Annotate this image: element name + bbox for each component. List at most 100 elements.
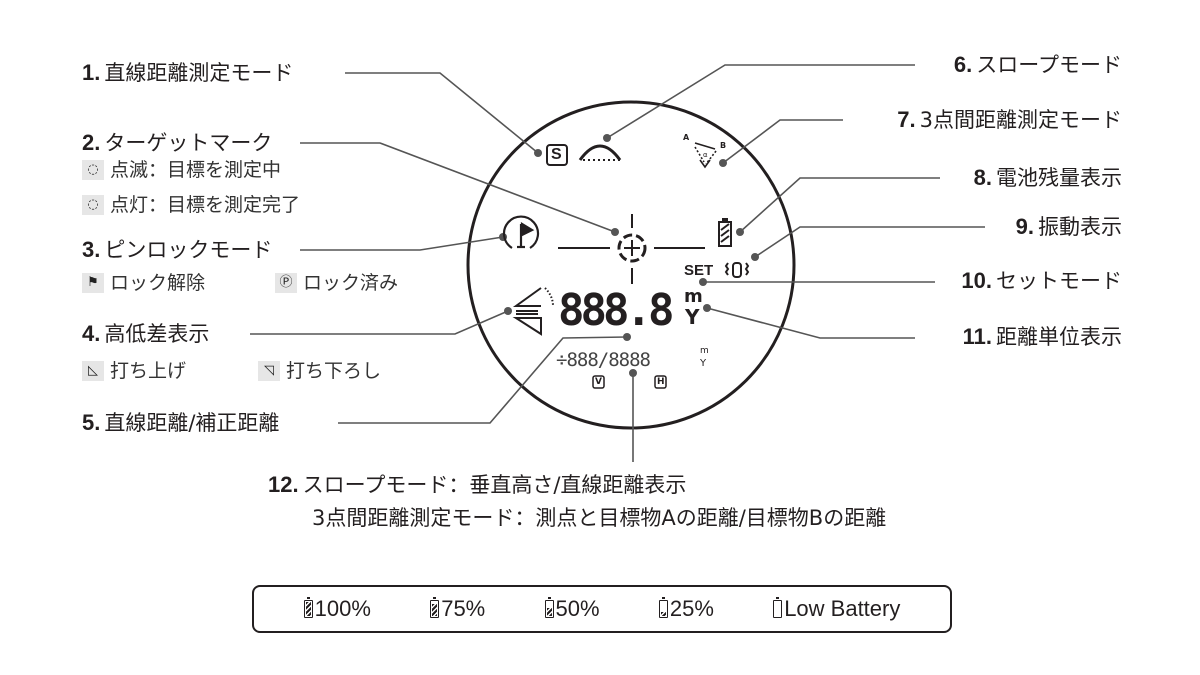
- leader-line-5: [338, 336, 628, 424]
- vibration-icon: [724, 262, 750, 278]
- flag-icon: ⚑: [82, 273, 104, 293]
- label-number: 4.: [82, 321, 101, 346]
- flag-circle-icon: Ⓟ: [275, 273, 297, 293]
- battery-text: 100%: [314, 596, 371, 621]
- leader-lines: [250, 64, 985, 462]
- battery-level-icon: [718, 218, 732, 247]
- battery-icon: [544, 597, 554, 618]
- sub-unit-y: Y: [700, 358, 707, 369]
- sub-text: ロック済み: [303, 271, 399, 294]
- unit-y: Y: [685, 305, 700, 329]
- leader-line-2: [300, 142, 616, 233]
- label-12-line2: 3点間距離測定モード：測点と目標物Aの距離/目標物Bの距離: [312, 506, 887, 530]
- display-circle: [466, 100, 796, 430]
- point-b: B: [720, 141, 727, 150]
- label-5: 5. 直線距離/補正距離: [82, 412, 279, 434]
- label-11: 11. 距離単位表示: [963, 326, 1122, 348]
- label-text: 電池残量表示: [996, 166, 1122, 190]
- battery-item-low: Low Battery: [773, 596, 900, 622]
- pin-lock-icon: [502, 215, 540, 249]
- h-box: [654, 375, 667, 389]
- s-mode-box: [546, 144, 568, 166]
- three-point-icon: [694, 142, 717, 169]
- target-steady-icon: ◌: [82, 195, 104, 215]
- leader-line-4: [250, 310, 509, 335]
- label-12: 12. スロープモード：垂直高さ/直線距離表示: [268, 474, 686, 496]
- alpha: α: [703, 151, 708, 159]
- label-text: ピンロックモード: [104, 238, 273, 262]
- label-text: スロープモード: [976, 53, 1122, 77]
- sub-uphill: ◺ 打ち上げ: [82, 361, 186, 381]
- leader-line-11: [706, 307, 915, 339]
- leader-line-6: [606, 64, 915, 139]
- label-8: 8. 電池残量表示: [974, 167, 1122, 189]
- battery-item-25: 25%: [658, 596, 714, 622]
- label-9: 9. 振動表示: [1016, 216, 1122, 238]
- label-text: スロープモード：垂直高さ/直線距離表示: [302, 473, 687, 497]
- slope-icon: [578, 144, 622, 161]
- leader-line-1: [345, 72, 539, 154]
- battery-text: 75%: [441, 596, 486, 621]
- sub-downhill: ◹ 打ち下ろし: [258, 361, 381, 381]
- label-number: 2.: [82, 130, 101, 155]
- label-number: 5.: [82, 410, 101, 435]
- label-number: 3.: [82, 237, 101, 262]
- sub-text: 点滅：目標を測定中: [110, 158, 282, 181]
- downhill-icon: ◹: [258, 361, 280, 381]
- target-mark-icon: [558, 214, 705, 284]
- label-number: 7.: [897, 107, 916, 132]
- sub-text: 点灯：目標を測定完了: [110, 193, 301, 216]
- battery-text: 50%: [555, 596, 600, 621]
- sub-target-steady: ◌ 点灯：目標を測定完了: [82, 195, 300, 215]
- battery-icon: [430, 597, 440, 618]
- label-number: 11.: [962, 324, 992, 349]
- s-mode-text: S: [551, 146, 562, 163]
- label-number: 1.: [82, 60, 101, 85]
- battery-icon: [658, 597, 668, 618]
- leader-dots: [499, 134, 759, 377]
- label-text: セットモード: [996, 269, 1122, 293]
- label-4: 4. 高低差表示: [82, 323, 209, 345]
- label-text: 振動表示: [1038, 215, 1122, 239]
- label-6: 6. スロープモード: [954, 54, 1122, 76]
- sub-unit-m: m: [700, 346, 709, 356]
- battery-item-75: 75%: [430, 596, 485, 622]
- label-number: 8.: [973, 165, 992, 190]
- battery-legend: 100% 75% 50% 25% Low Battery: [252, 585, 952, 633]
- main-distance-digits: 888.8: [558, 285, 674, 336]
- sub-text: 打ち下ろし: [286, 359, 382, 382]
- v-box: [592, 375, 605, 389]
- sub-distance-digits: ÷888/8888: [556, 349, 651, 371]
- leader-line-7: [722, 119, 843, 164]
- label-number: 9.: [1015, 214, 1034, 239]
- label-number: 12.: [268, 472, 299, 497]
- label-number: 10.: [961, 268, 992, 293]
- label-text: 高低差表示: [104, 322, 210, 346]
- label-text: ターゲットマーク: [104, 131, 273, 155]
- target-blink-icon: ◌: [82, 160, 104, 180]
- battery-text: 25%: [669, 596, 714, 621]
- battery-item-50: 50%: [544, 596, 600, 622]
- battery-text: Low Battery: [784, 596, 901, 621]
- sub-text: 打ち上げ: [110, 359, 187, 382]
- uphill-icon: ◺: [82, 361, 104, 381]
- v-text: V: [595, 377, 602, 387]
- sub-text: ロック解除: [110, 271, 206, 294]
- label-10: 10. セットモード: [961, 270, 1122, 292]
- elevation-icon: [512, 287, 554, 336]
- point-a: A: [683, 133, 690, 142]
- battery-item-100: 100%: [303, 596, 371, 622]
- sub-lock-off: ⚑ ロック解除: [82, 273, 205, 293]
- label-text: 直線距離/補正距離: [104, 411, 280, 435]
- label-number: 6.: [953, 52, 973, 77]
- label-3: 3. ピンロックモード: [82, 239, 272, 261]
- label-text: 直線距離測定モード: [104, 61, 294, 85]
- label-text: 3点間距離測定モード: [919, 108, 1122, 132]
- label-2: 2. ターゲットマーク: [82, 132, 272, 154]
- leader-line-3: [300, 236, 504, 251]
- battery-icon: [773, 597, 783, 618]
- sub-target-blink: ◌ 点滅：目標を測定中: [82, 160, 281, 180]
- h-text: H: [657, 377, 665, 387]
